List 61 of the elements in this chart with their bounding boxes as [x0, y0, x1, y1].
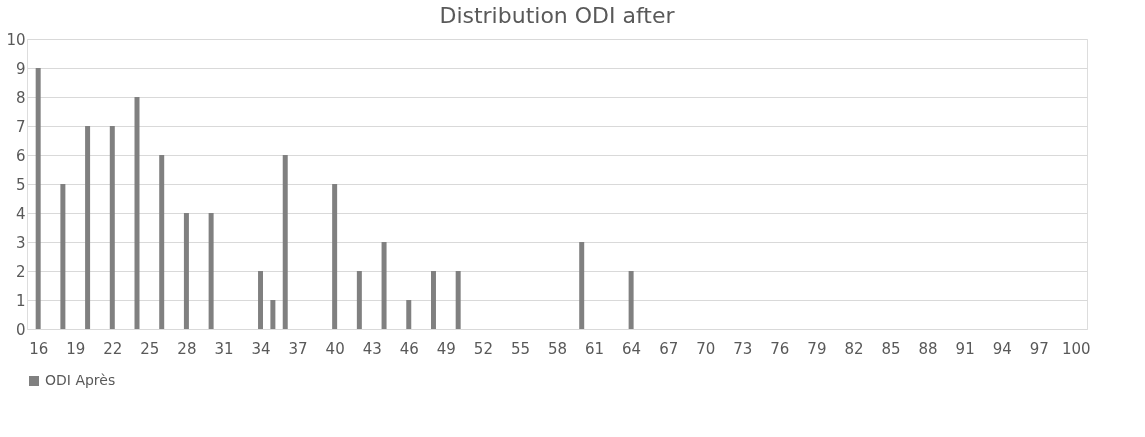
x-tick-label: 34: [251, 339, 271, 358]
y-tick-label: 5: [15, 175, 26, 194]
x-tick-label: 70: [696, 339, 716, 358]
bar: [85, 126, 91, 329]
bar: [332, 184, 338, 329]
x-tick-label: 40: [325, 339, 345, 358]
bar: [159, 155, 165, 329]
x-tick-label: 91: [955, 339, 975, 358]
bar: [60, 184, 66, 329]
x-tick-label: 49: [436, 339, 456, 358]
y-tick-label: 10: [6, 30, 26, 49]
x-tick-label: 37: [288, 339, 308, 358]
bar: [134, 97, 140, 329]
y-tick-label: 7: [15, 117, 26, 136]
bar: [628, 271, 634, 329]
bar: [406, 300, 412, 329]
x-tick-label: 43: [362, 339, 382, 358]
x-tick-label: 55: [510, 339, 530, 358]
x-tick-label: 25: [140, 339, 160, 358]
x-tick-label: 82: [844, 339, 864, 358]
bar: [183, 213, 189, 329]
y-tick-label: 8: [15, 88, 26, 107]
bar: [579, 242, 585, 329]
x-tick-label: 76: [770, 339, 790, 358]
bar: [455, 271, 461, 329]
bar: [270, 300, 276, 329]
bar: [258, 271, 264, 329]
bar: [35, 68, 41, 329]
bar: [282, 155, 288, 329]
bar: [381, 242, 387, 329]
x-tick-label: 79: [807, 339, 827, 358]
x-tick-label: 85: [881, 339, 901, 358]
x-tick-label: 22: [103, 339, 123, 358]
bar: [109, 126, 115, 329]
x-tick-label: 52: [473, 339, 493, 358]
x-tick-label: 61: [585, 339, 605, 358]
x-tick-label: 73: [733, 339, 753, 358]
x-tick-label: 46: [399, 339, 419, 358]
y-tick-label: 9: [15, 59, 26, 78]
y-tick-label: 2: [15, 262, 26, 281]
x-tick-label: 88: [918, 339, 938, 358]
y-tick-label: 3: [15, 233, 26, 252]
bar: [208, 213, 214, 329]
bar: [356, 271, 362, 329]
bar: [430, 271, 436, 329]
chart-title: Distribution ODI after: [439, 3, 676, 28]
y-tick-label: 0: [15, 320, 26, 339]
x-tick-label: 64: [622, 339, 642, 358]
y-tick-label: 4: [15, 204, 26, 223]
y-tick-label: 1: [15, 291, 26, 310]
x-tick-label: 58: [547, 339, 568, 358]
x-tick-label: 31: [214, 339, 234, 358]
x-tick-label: 67: [659, 339, 679, 358]
x-tick-label: 97: [1029, 339, 1049, 358]
x-tick-label: 16: [29, 339, 49, 358]
legend-label: ODI Après: [45, 372, 116, 388]
y-tick-label: 6: [15, 146, 26, 165]
x-tick-label: 28: [177, 339, 197, 358]
x-tick-label: 94: [992, 339, 1012, 358]
x-tick-label: 100: [1062, 339, 1091, 358]
x-tick-label: 19: [66, 339, 86, 358]
